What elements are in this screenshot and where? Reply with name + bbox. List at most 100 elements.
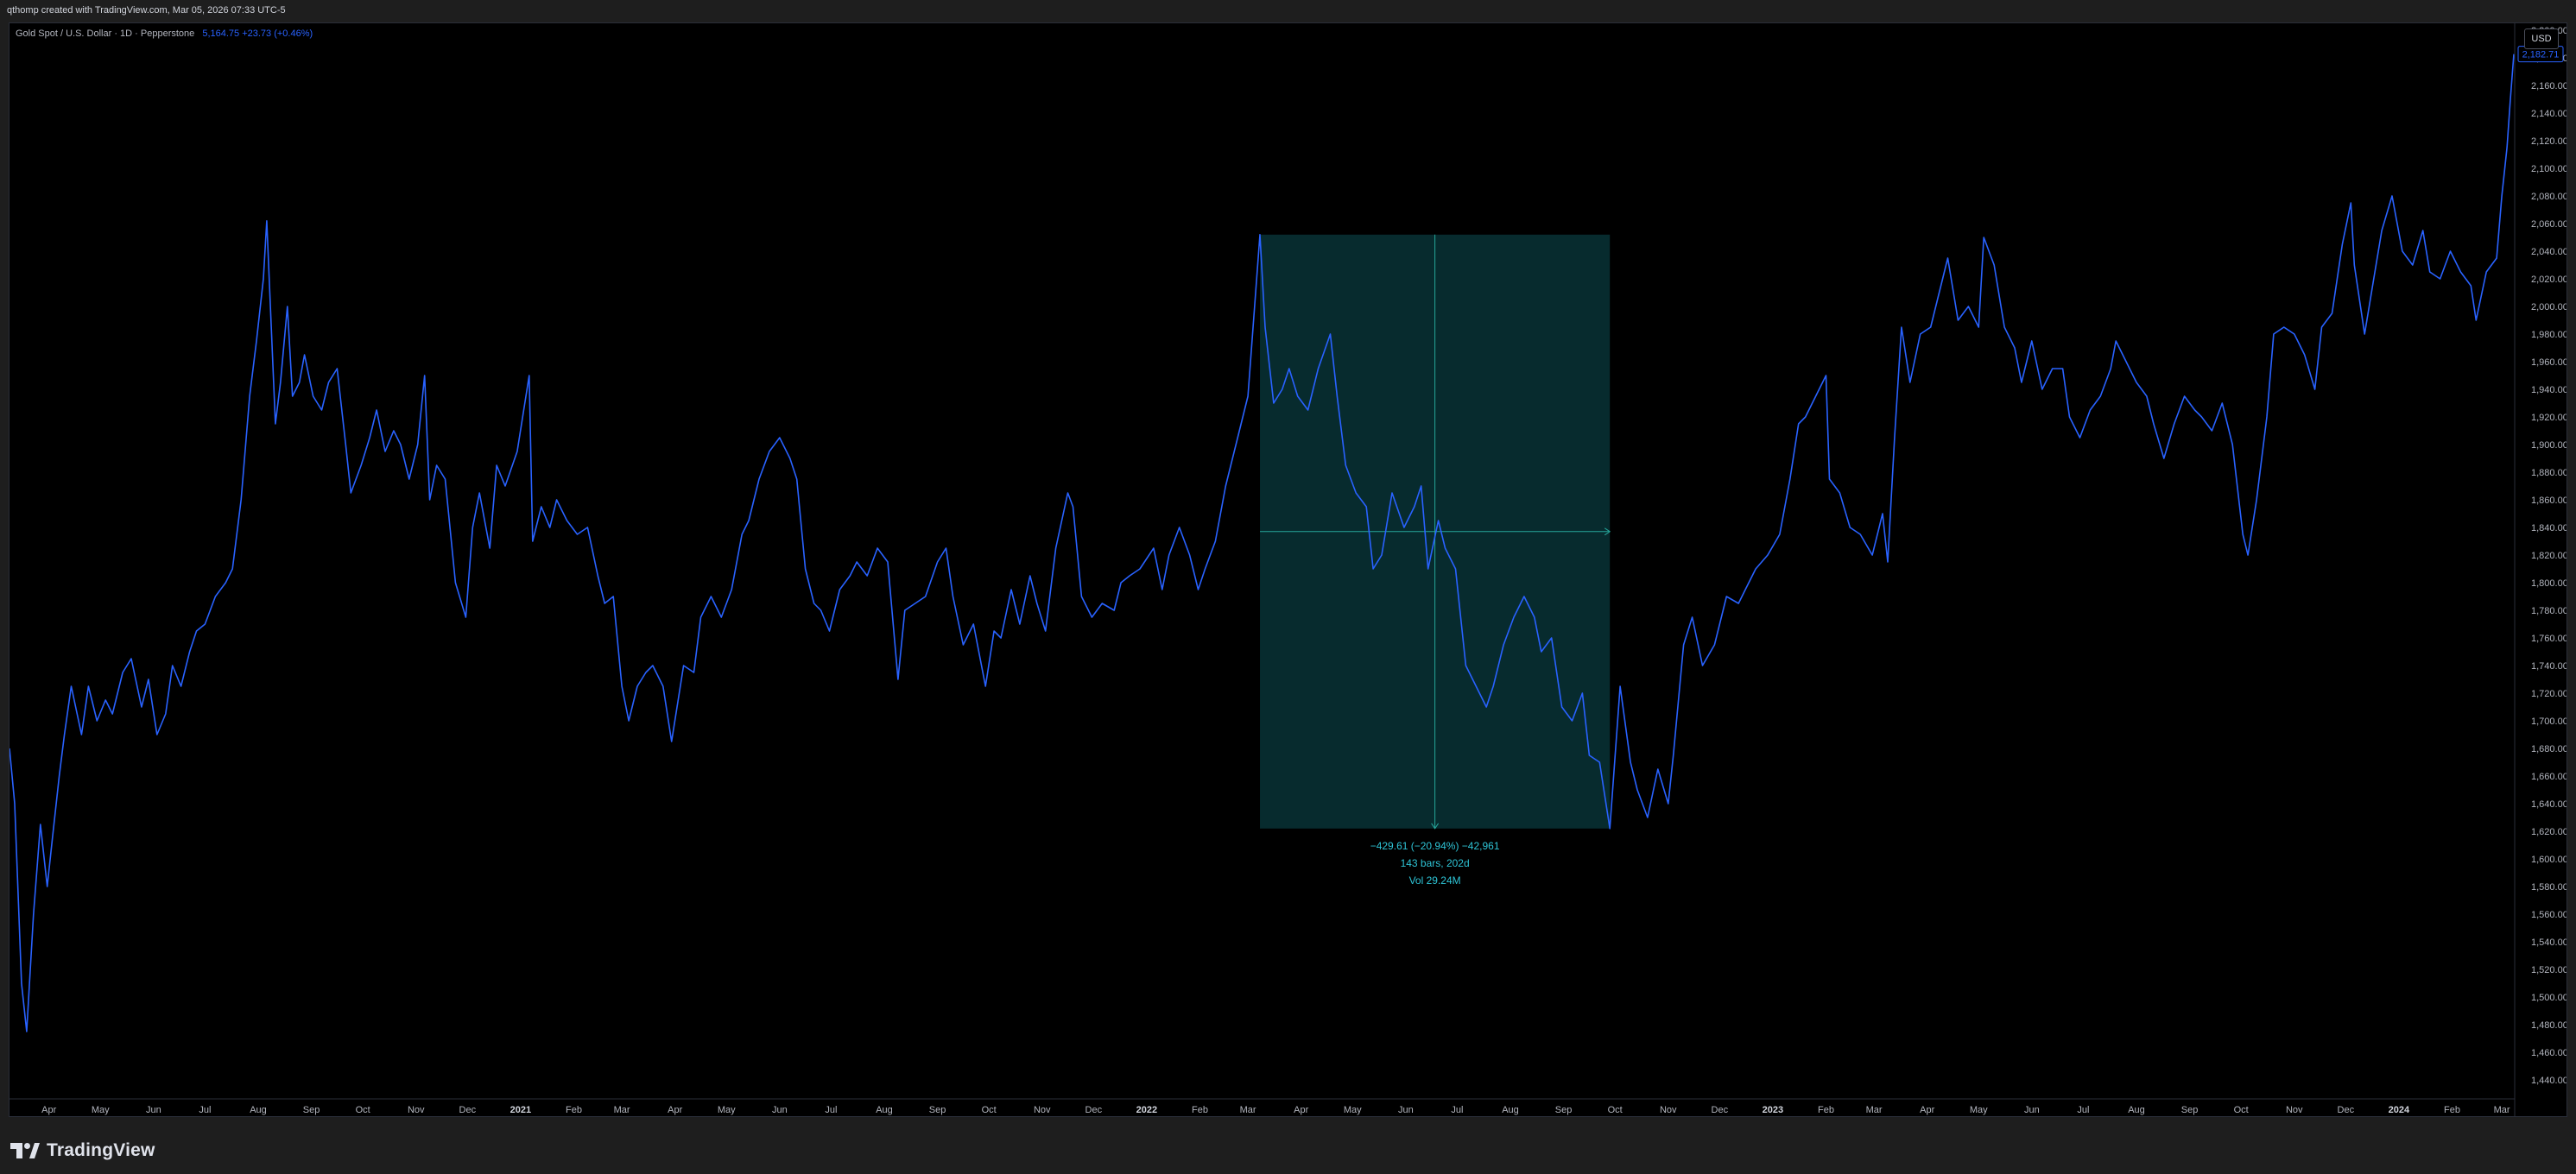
- y-tick-label: 1,700.00: [2531, 716, 2567, 727]
- y-tick-label: 1,960.00: [2531, 357, 2567, 368]
- x-tick-label: Jun: [146, 1105, 161, 1115]
- x-tick-label: Aug: [250, 1105, 267, 1115]
- y-tick-label: 2,120.00: [2531, 136, 2567, 147]
- x-tick-label: Jul: [2077, 1105, 2089, 1115]
- x-tick-label: Sep: [1555, 1105, 1573, 1115]
- x-tick-label: Nov: [2286, 1105, 2303, 1115]
- y-tick-label: 2,060.00: [2531, 219, 2567, 230]
- x-tick-label: Jul: [199, 1105, 211, 1115]
- x-tick-label: Nov: [408, 1105, 425, 1115]
- x-tick-label: Aug: [2128, 1105, 2145, 1115]
- y-tick-label: 1,460.00: [2531, 1048, 2567, 1058]
- x-tick-label: Dec: [1085, 1105, 1103, 1115]
- x-tick-label: May: [718, 1105, 736, 1115]
- y-tick-label: 1,760.00: [2531, 634, 2567, 644]
- measure-label-1: −429.61 (−20.94%) −42,961: [1370, 840, 1500, 852]
- y-tick-label: 1,920.00: [2531, 413, 2567, 423]
- footer: TradingView: [10, 1138, 155, 1164]
- x-tick-label: Apr: [668, 1105, 682, 1115]
- y-tick-label: 1,580.00: [2531, 882, 2567, 893]
- y-tick-label: 2,000.00: [2531, 302, 2567, 312]
- x-tick-label: May: [92, 1105, 110, 1115]
- symbol-values: 5,164.75 +23.73 (+0.46%): [202, 28, 313, 39]
- chart-caption: qthomp created with TradingView.com, Mar…: [7, 5, 286, 16]
- x-tick-label: Sep: [303, 1105, 320, 1115]
- y-tick-label: 1,880.00: [2531, 468, 2567, 478]
- x-tick-label: Jun: [1398, 1105, 1414, 1115]
- chart-area[interactable]: −429.61 (−20.94%) −42,961 143 bars, 202d V…: [9, 22, 2567, 1117]
- y-tick-label: 1,560.00: [2531, 910, 2567, 920]
- x-tick-label: Aug: [1502, 1105, 1519, 1115]
- x-tick-label: Oct: [1608, 1105, 1623, 1115]
- x-tick-label: Mar: [614, 1105, 630, 1115]
- x-tick-label: Feb: [2444, 1105, 2460, 1115]
- x-tick-label: Aug: [876, 1105, 893, 1115]
- y-tick-label: 1,720.00: [2531, 689, 2567, 699]
- x-tick-label: Dec: [459, 1105, 477, 1115]
- y-tick-label: 1,660.00: [2531, 772, 2567, 782]
- x-tick-label: Apr: [1294, 1105, 1308, 1115]
- y-tick-label: 1,520.00: [2531, 965, 2567, 975]
- y-tick-label: 2,160.00: [2531, 81, 2567, 92]
- price-chart-svg: −429.61 (−20.94%) −42,961 143 bars, 202d V…: [9, 23, 2567, 1116]
- x-tick-label: 2022: [1136, 1105, 1157, 1115]
- y-tick-label: 1,900.00: [2531, 440, 2567, 451]
- x-tick-label: Jul: [825, 1105, 837, 1115]
- x-tick-label: Feb: [1818, 1105, 1834, 1115]
- y-tick-label: 1,500.00: [2531, 993, 2567, 1003]
- y-tick-label: 1,680.00: [2531, 744, 2567, 754]
- price-line-series: [9, 54, 2515, 1032]
- y-tick-label: 1,620.00: [2531, 827, 2567, 837]
- y-tick-label: 1,980.00: [2531, 330, 2567, 340]
- x-tick-label: Feb: [1192, 1105, 1208, 1115]
- measure-arrow-down-icon: [1431, 823, 1440, 830]
- x-tick-label: Oct: [2234, 1105, 2249, 1115]
- x-tick-label: Apr: [41, 1105, 56, 1115]
- x-tick-label: 2021: [510, 1105, 531, 1115]
- y-tick-label: 1,600.00: [2531, 855, 2567, 865]
- x-tick-label: Nov: [1034, 1105, 1051, 1115]
- x-tick-label: Jul: [1451, 1105, 1463, 1115]
- x-tick-label: Dec: [2338, 1105, 2355, 1115]
- x-tick-label: Mar: [1866, 1105, 1883, 1115]
- y-tick-label: 2,040.00: [2531, 247, 2567, 257]
- y-tick-label: 2,020.00: [2531, 275, 2567, 285]
- y-tick-label: 1,640.00: [2531, 799, 2567, 810]
- measure-label-2: 143 bars, 202d: [1401, 857, 1470, 869]
- y-tick-label: 2,140.00: [2531, 109, 2567, 119]
- y-tick-label: 1,540.00: [2531, 937, 2567, 948]
- x-tick-label: Nov: [1660, 1105, 1677, 1115]
- symbol-legend[interactable]: Gold Spot / U.S. Dollar · 1D · Peppersto…: [16, 28, 313, 39]
- last-price-label: 2,182.71: [2522, 50, 2560, 60]
- x-tick-label: Oct: [356, 1105, 370, 1115]
- x-tick-label: Oct: [982, 1105, 997, 1115]
- y-tick-label: 1,840.00: [2531, 523, 2567, 533]
- y-tick-label: 1,780.00: [2531, 606, 2567, 616]
- measure-arrow-right-icon: [1604, 527, 1611, 536]
- measure-label-3: Vol 29.24M: [1409, 874, 1461, 887]
- y-tick-label: 1,820.00: [2531, 551, 2567, 561]
- y-tick-label: 1,800.00: [2531, 578, 2567, 589]
- x-tick-label: Jun: [772, 1105, 788, 1115]
- y-tick-label: 2,100.00: [2531, 164, 2567, 174]
- currency-button[interactable]: USD: [2524, 28, 2559, 49]
- x-tick-label: Sep: [2181, 1105, 2199, 1115]
- x-tick-label: Sep: [929, 1105, 946, 1115]
- x-tick-label: Dec: [1712, 1105, 1729, 1115]
- x-tick-label: 2023: [1763, 1105, 1783, 1115]
- x-tick-label: May: [1970, 1105, 1988, 1115]
- x-tick-label: 2024: [2389, 1105, 2410, 1115]
- x-tick-label: Mar: [1240, 1105, 1256, 1115]
- tradingview-logo-icon: [10, 1143, 40, 1158]
- brand-name: TradingView: [47, 1140, 155, 1160]
- x-tick-label: Jun: [2024, 1105, 2040, 1115]
- x-tick-label: Apr: [1920, 1105, 1934, 1115]
- x-tick-label: May: [1344, 1105, 1362, 1115]
- symbol-title: Gold Spot / U.S. Dollar · 1D · Peppersto…: [16, 28, 195, 39]
- y-tick-label: 1,940.00: [2531, 385, 2567, 395]
- y-tick-label: 1,440.00: [2531, 1076, 2567, 1086]
- y-tick-label: 1,740.00: [2531, 661, 2567, 672]
- x-tick-label: Feb: [566, 1105, 582, 1115]
- y-tick-label: 2,080.00: [2531, 192, 2567, 202]
- y-tick-label: 1,860.00: [2531, 495, 2567, 506]
